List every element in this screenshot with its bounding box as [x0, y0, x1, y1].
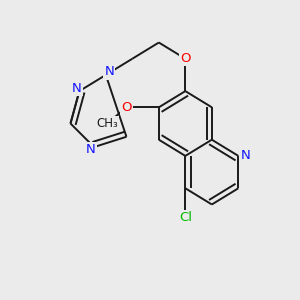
Text: O: O [180, 52, 190, 65]
Text: N: N [104, 65, 114, 79]
Text: N: N [241, 149, 250, 162]
Text: O: O [121, 101, 132, 114]
Text: CH₃: CH₃ [96, 117, 118, 130]
Text: N: N [86, 143, 96, 157]
Text: Cl: Cl [179, 211, 192, 224]
Text: N: N [72, 82, 82, 95]
